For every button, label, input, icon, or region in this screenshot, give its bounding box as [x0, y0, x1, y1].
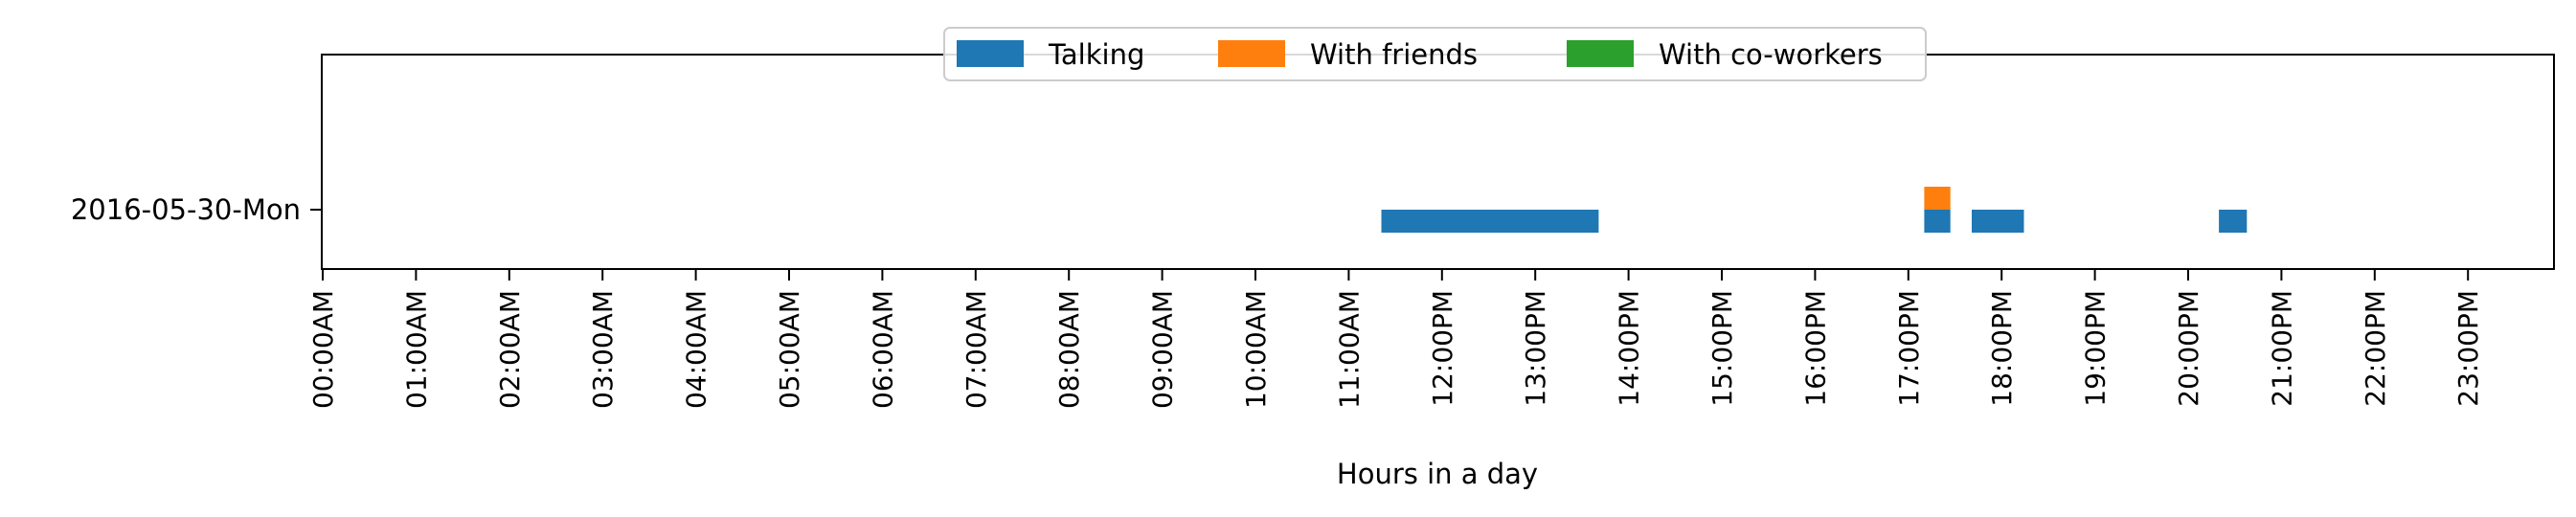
x-tick-label-17: 17:00PM	[1893, 290, 1925, 407]
x-tick-label-20: 20:00PM	[2173, 290, 2204, 407]
x-tick-label-18: 18:00PM	[1986, 290, 2018, 407]
x-tick-label-16: 16:00PM	[1799, 290, 1831, 407]
legend-swatch-with-friends	[1218, 40, 1285, 67]
x-tick-label-21: 21:00PM	[2266, 290, 2297, 407]
plot-area	[321, 54, 2555, 270]
legend-box	[943, 27, 1927, 81]
y-tick-label-0: 2016-05-30-Mon	[71, 193, 301, 226]
plot-frame	[321, 54, 2555, 270]
legend-label-talking: Talking	[1048, 38, 1144, 71]
x-tick-label-8: 08:00AM	[1053, 290, 1085, 409]
x-tick-label-6: 06:00AM	[867, 290, 898, 409]
x-axis: 00:00AM 01:00AM 02:00AM 03:00AM 04:00AM 05:00…	[307, 269, 2484, 409]
x-tick-label-7: 07:00AM	[960, 290, 992, 409]
x-tick-label-9: 09:00AM	[1147, 290, 1179, 409]
x-tick-label-23: 23:00PM	[2452, 290, 2484, 407]
legend-label-with-friends: With friends	[1310, 38, 1478, 71]
bar-talking-3	[2219, 210, 2248, 233]
bar-talking-2	[1972, 210, 2024, 233]
x-tick-label-2: 02:00AM	[494, 290, 526, 409]
bar-talking-0	[1381, 210, 1599, 233]
x-tick-label-10: 10:00AM	[1240, 290, 1272, 409]
x-tick-label-12: 12:00PM	[1427, 290, 1458, 407]
x-tick-label-11: 11:00AM	[1333, 290, 1365, 409]
legend-swatch-talking	[957, 40, 1024, 67]
legend-label-with-co-workers: With co-workers	[1659, 38, 1883, 71]
x-tick-label-22: 22:00PM	[2360, 290, 2391, 407]
x-tick-label-3: 03:00AM	[587, 290, 619, 409]
bar-with-friends-0	[1924, 187, 1951, 210]
x-tick-label-4: 04:00AM	[681, 290, 712, 409]
bars	[1381, 187, 2248, 233]
x-tick-label-1: 01:00AM	[400, 290, 432, 409]
legend: Talking With friends With co-workers	[943, 27, 1927, 81]
x-tick-label-14: 14:00PM	[1614, 290, 1645, 407]
x-tick-label-5: 05:00AM	[774, 290, 805, 409]
x-tick-label-13: 13:00PM	[1520, 290, 1551, 407]
x-axis-title: Hours in a day	[1337, 458, 1538, 490]
x-tick-label-15: 15:00PM	[1706, 290, 1738, 407]
y-axis: 2016-05-30-Mon	[71, 193, 322, 226]
legend-swatch-with-co-workers	[1567, 40, 1634, 67]
bar-talking-1	[1924, 210, 1951, 233]
x-tick-label-19: 19:00PM	[2080, 290, 2112, 407]
x-tick-label-0: 00:00AM	[307, 290, 339, 409]
